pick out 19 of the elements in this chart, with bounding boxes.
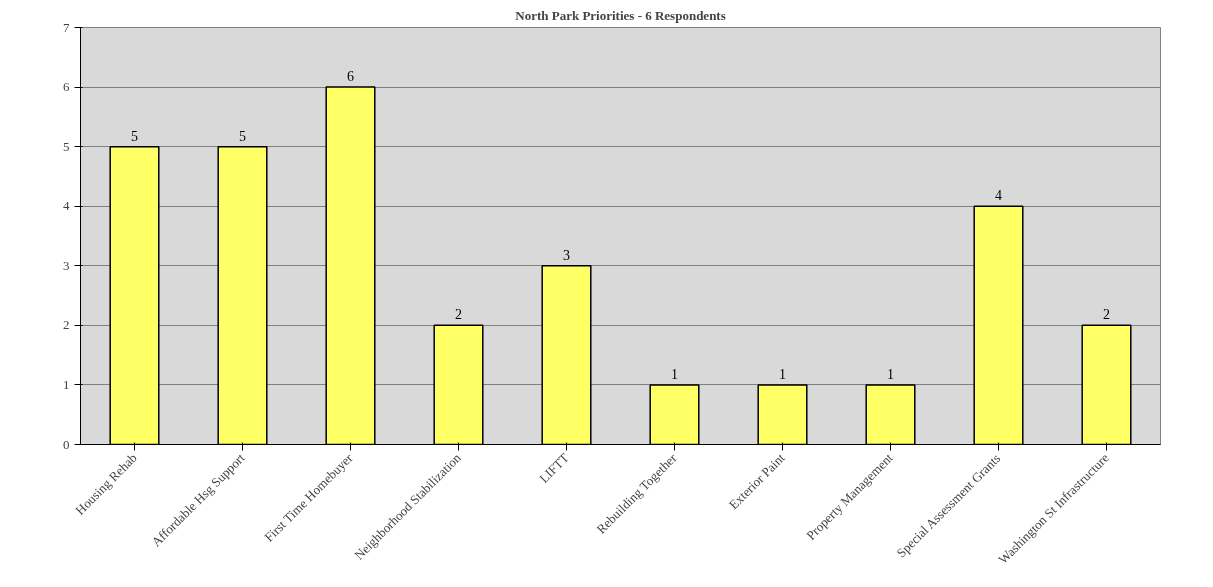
data-label: 1 [779,366,786,382]
y-tick-label: 4 [63,198,70,214]
data-label: 3 [563,247,570,263]
y-tick-label: 3 [63,257,70,273]
data-label: 5 [239,128,246,144]
y-tick-label: 5 [63,138,70,154]
y-tick-label: 6 [63,79,70,95]
y-tick-label: 7 [63,19,70,35]
y-tick-label: 1 [63,376,70,392]
data-label: 6 [347,69,354,85]
chart-title: North Park Priorities - 6 Respondents [515,7,726,23]
data-label: 1 [887,366,894,382]
data-label: 2 [1103,307,1110,323]
y-tick-label: 0 [63,436,70,452]
data-label: 1 [671,366,678,382]
data-label: 2 [455,307,462,323]
data-label: 5 [131,128,138,144]
y-tick-label: 2 [63,317,70,333]
data-label: 4 [995,188,1002,204]
